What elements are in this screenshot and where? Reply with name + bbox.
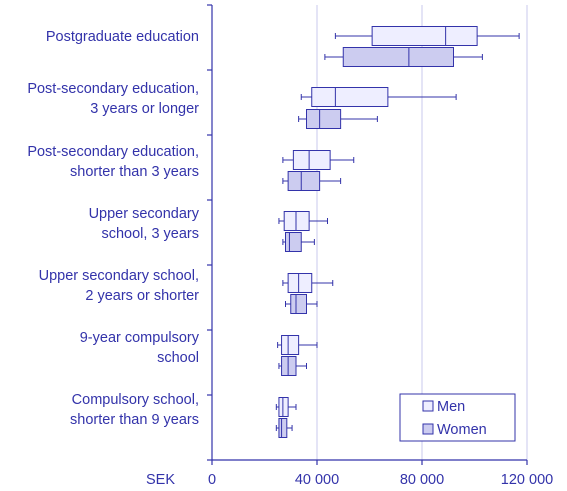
box-iqr	[287, 171, 321, 191]
category-label-line: shorter than 9 years	[70, 412, 199, 428]
box-iqr	[283, 211, 310, 231]
legend: Men Women	[399, 393, 516, 442]
box-iqr	[342, 47, 454, 67]
box-women-1	[298, 109, 378, 129]
box-men-0	[334, 26, 520, 46]
box-men-4	[282, 273, 334, 293]
box-iqr	[278, 418, 288, 438]
box-women-6	[275, 418, 293, 438]
x-tick-label-3: 120 000	[501, 472, 553, 488]
box-iqr	[290, 294, 307, 314]
legend-swatch-men	[422, 400, 434, 412]
category-label-5: 9-year compulsory school	[80, 330, 200, 366]
box-men-2	[282, 150, 355, 170]
x-axis-ticks: 0 40 000 80 000 120 000	[207, 4, 553, 488]
category-label-line: shorter than 3 years	[70, 164, 199, 180]
category-label-line: Compulsory school,	[72, 392, 199, 408]
grid-lines	[316, 5, 528, 460]
box-women-4	[285, 294, 318, 314]
category-label-line: school, 3 years	[101, 226, 199, 242]
category-label-line: Post-secondary education,	[27, 144, 199, 160]
box-iqr	[306, 109, 342, 129]
box-men-3	[278, 211, 328, 231]
category-label-0: Postgraduate education	[46, 29, 199, 45]
category-label-line: 9-year compulsory	[80, 330, 200, 346]
legend-label-men: Men	[437, 399, 465, 415]
legend-label-women: Women	[437, 422, 487, 438]
category-label-line: 3 years or longer	[90, 101, 199, 117]
x-tick-label-2: 80 000	[400, 472, 444, 488]
box-iqr	[311, 87, 389, 107]
x-tick-label-0: 0	[208, 472, 216, 488]
box-men-6	[275, 397, 297, 417]
x-tick-label-1: 40 000	[295, 472, 339, 488]
box-men-1	[300, 87, 457, 107]
category-label-line: school	[157, 350, 199, 366]
category-label-4: Upper secondary school, 2 years or shorte…	[39, 268, 200, 304]
box-iqr	[281, 335, 300, 355]
category-label-line: Upper secondary	[89, 206, 200, 222]
legend-swatch-women	[422, 423, 434, 435]
category-label-1: Post-secondary education, 3 years or long…	[27, 81, 199, 117]
legend-box	[399, 393, 516, 442]
category-label-line: Post-secondary education,	[27, 81, 199, 97]
category-label-6: Compulsory school, shorter than 9 years	[70, 392, 199, 428]
box-iqr	[287, 273, 313, 293]
box-iqr	[292, 150, 331, 170]
box-iqr	[278, 397, 289, 417]
box-women-0	[324, 47, 483, 67]
x-axis-unit-label: SEK	[146, 472, 175, 488]
category-label-2: Post-secondary education, shorter than 3 …	[27, 144, 199, 180]
category-label-line: Postgraduate education	[46, 29, 199, 45]
box-women-3	[282, 232, 315, 252]
category-label-3: Upper secondary school, 3 years	[89, 206, 200, 242]
box-iqr	[285, 232, 302, 252]
box-men-5	[277, 335, 318, 355]
category-label-line: Upper secondary school,	[39, 268, 199, 284]
box-iqr	[281, 356, 297, 376]
box-women-5	[278, 356, 307, 376]
box-series	[275, 26, 520, 438]
category-label-line: 2 years or shorter	[85, 288, 199, 304]
box-women-2	[282, 171, 342, 191]
box-iqr	[371, 26, 478, 46]
category-labels: Postgraduate education Post-secondary edu…	[27, 29, 199, 428]
